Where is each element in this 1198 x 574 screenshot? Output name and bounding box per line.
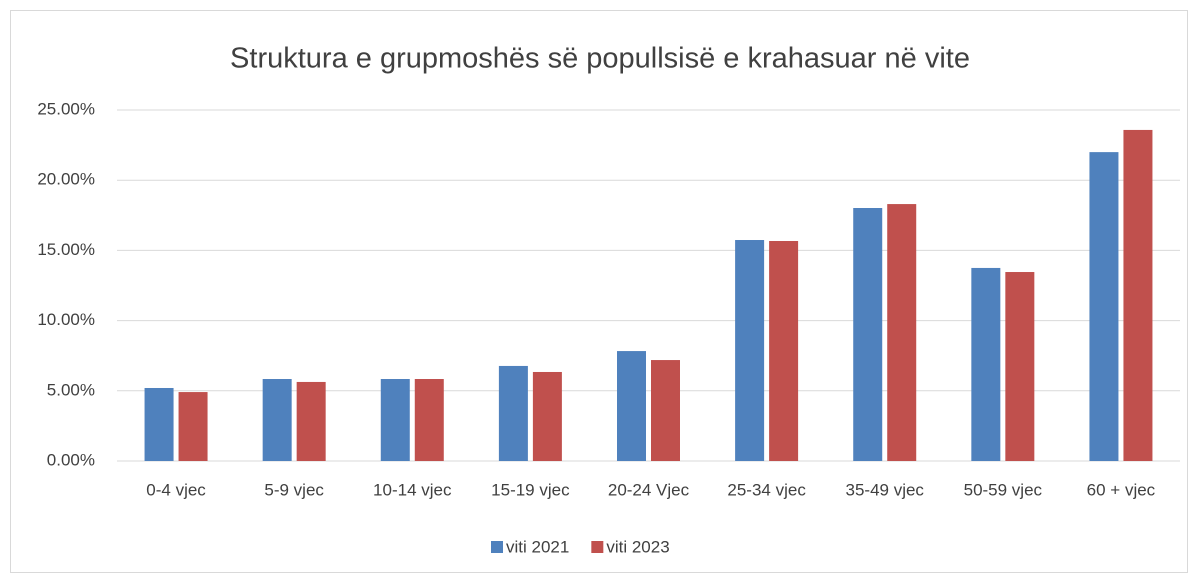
bar <box>735 240 765 461</box>
x-tick-label: 15-19 vjec <box>491 480 570 499</box>
x-tick-label: 25-34 vjec <box>727 480 806 499</box>
bar <box>617 351 646 461</box>
bar <box>262 379 292 461</box>
bar <box>296 381 326 461</box>
x-tick-label: 5-9 vjec <box>264 480 324 499</box>
bar <box>1005 272 1035 461</box>
bar <box>651 360 680 461</box>
bar <box>887 204 917 461</box>
legend-label: viti 2021 <box>506 537 569 556</box>
chart-title: Struktura e grupmoshës së popullsisë e k… <box>230 43 970 75</box>
y-tick-label: 5.00% <box>47 380 95 399</box>
x-tick-label: 35-49 vjec <box>846 480 925 499</box>
legend-swatch <box>591 541 604 553</box>
bar <box>144 387 174 461</box>
y-tick-label: 10.00% <box>37 310 95 329</box>
y-tick-label: 15.00% <box>37 240 95 259</box>
legend-label: viti 2023 <box>606 537 669 556</box>
bar <box>414 379 444 461</box>
x-tick-label: 60 + vjec <box>1087 480 1156 499</box>
y-tick-label: 25.00% <box>37 99 95 118</box>
y-tick-label: 20.00% <box>37 170 95 189</box>
x-tick-label: 0-4 vjec <box>146 480 206 499</box>
y-tick-label: 0.00% <box>47 450 95 469</box>
bar <box>532 371 562 461</box>
bar <box>1123 129 1153 461</box>
bar <box>178 392 208 461</box>
x-tick-label: 10-14 vjec <box>373 480 452 499</box>
x-tick-label: 50-59 vjec <box>964 480 1043 499</box>
bar <box>971 267 1001 461</box>
bar <box>498 365 528 461</box>
bar <box>380 379 410 461</box>
legend-swatch <box>491 541 503 553</box>
bar <box>1089 152 1119 461</box>
bar <box>769 240 799 461</box>
x-tick-label: 20-24 Vjec <box>608 480 690 499</box>
bar <box>853 207 883 461</box>
